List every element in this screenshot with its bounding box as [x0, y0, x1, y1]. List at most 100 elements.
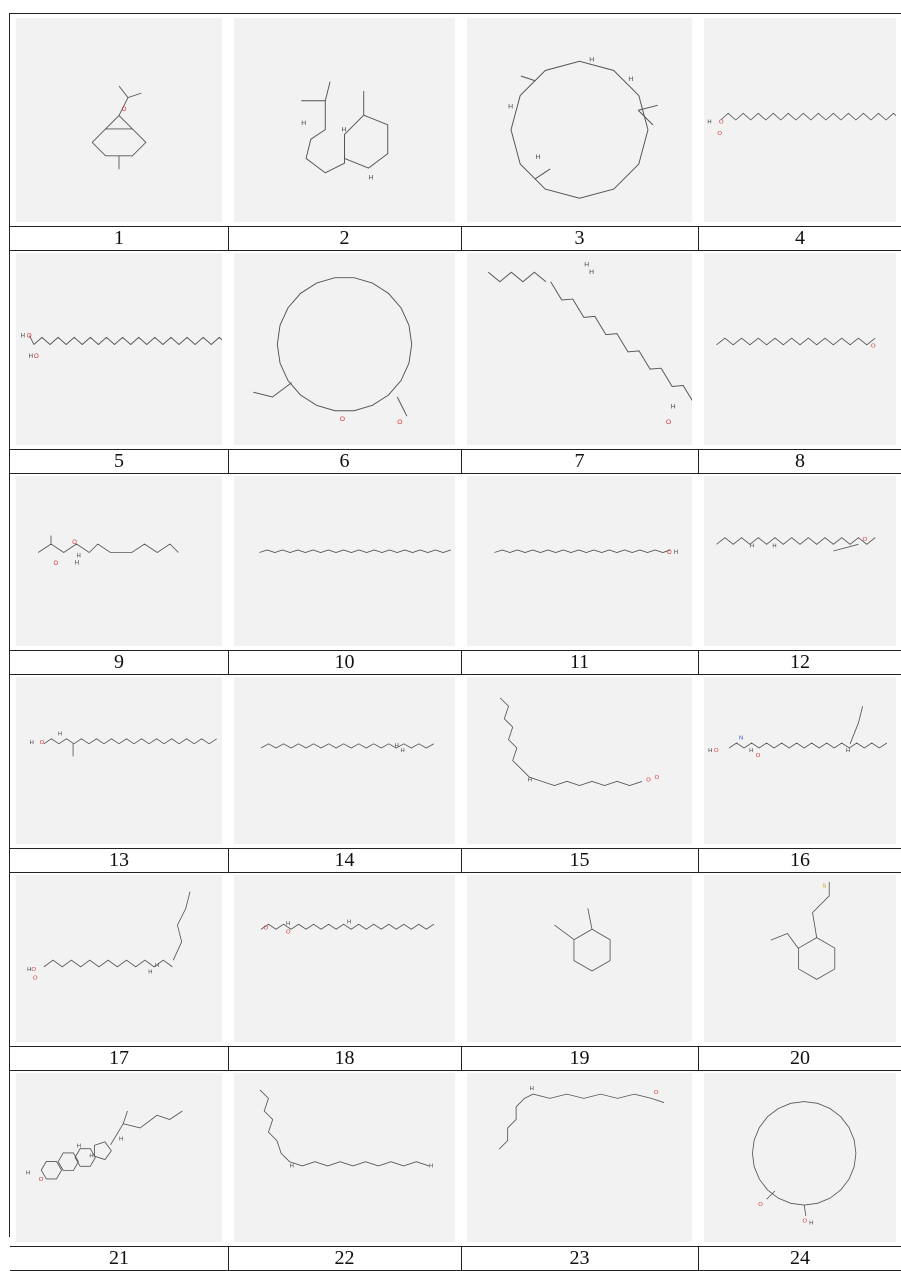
table-row: O O H H O H H H O 9 10 11 12 [10, 472, 901, 675]
atom-label: O [667, 550, 672, 556]
label-row: 21 22 23 24 [10, 1246, 901, 1271]
molecule-structure: H O H H H [26, 1110, 183, 1183]
molecule-structure: S [770, 881, 836, 980]
atom-label: H [301, 120, 306, 127]
atom-label: O [31, 967, 36, 973]
molecule-structure: H H H H [508, 56, 658, 199]
structure-image [234, 476, 455, 646]
atom-label: H [707, 119, 711, 125]
atom-label: O [714, 748, 719, 754]
atom-label: O [33, 975, 38, 981]
atom-label: H [508, 103, 513, 110]
column-divider [698, 651, 699, 674]
compound-number: 5 [114, 450, 124, 472]
atom-label: O [397, 419, 402, 426]
compound-number: 6 [339, 450, 350, 472]
atom-label: H [155, 963, 159, 969]
atom-label: H [528, 777, 532, 783]
atom-label: H [29, 353, 34, 360]
atom-label: H [628, 76, 633, 83]
compound-number: 13 [109, 849, 129, 871]
compound-number: 23 [569, 1247, 590, 1269]
molecule-structure [554, 908, 611, 972]
molecule-structure: H OH [30, 731, 217, 757]
molecule-structure: OO H [751, 1101, 857, 1226]
atom-label: H [674, 550, 678, 556]
compound-number: 18 [334, 1047, 355, 1069]
structure-image: H O H H H [16, 1073, 222, 1242]
atom-label: H [750, 544, 754, 550]
atom-label: H [429, 1164, 433, 1170]
compound-number: 2 [339, 227, 350, 249]
atom-label: H [148, 970, 152, 976]
atom-label: H [708, 748, 712, 754]
atom-label: H [589, 269, 594, 276]
atom-label: O [27, 332, 32, 339]
column-divider [228, 450, 229, 473]
compound-number: 8 [795, 450, 805, 472]
atom-label: O [264, 925, 269, 931]
compound-number: 11 [569, 651, 590, 673]
compound-number: 21 [109, 1247, 129, 1269]
atom-label: H [347, 919, 351, 925]
compound-number: 22 [334, 1247, 355, 1269]
table-row: H O H H H H H H O O O H 21 22 23 24 [10, 1069, 901, 1271]
atom-label: N [739, 736, 743, 742]
column-divider [228, 1247, 229, 1270]
atom-label: O [803, 1219, 808, 1225]
atom-label: H [395, 743, 399, 749]
atom-label: O [655, 775, 660, 781]
column-divider [461, 849, 462, 872]
label-row: 17 18 19 20 [10, 1046, 901, 1071]
atom-label: O [758, 1202, 763, 1208]
structure-image: O [16, 18, 222, 222]
atom-label: H [749, 748, 753, 754]
atom-label: H [75, 560, 79, 566]
column-divider [228, 1047, 229, 1070]
molecule-structure: H H H [301, 81, 389, 182]
table-row: H O H H H H O O H O N H O H 13 14 15 16 [10, 673, 901, 873]
atom-label: O [40, 740, 45, 746]
table-row: H O O H H O O H H S 17 18 19 20 [10, 871, 901, 1071]
column-divider [698, 849, 699, 872]
atom-label: H [58, 731, 62, 737]
atom-label: O [719, 119, 724, 125]
compound-number: 16 [790, 849, 810, 871]
atom-label: H [20, 332, 25, 339]
compound-number: 20 [790, 1047, 810, 1069]
atom-label: O [286, 929, 291, 935]
compound-number: 4 [795, 227, 805, 249]
compound-number: 19 [569, 1047, 590, 1069]
column-divider [228, 227, 229, 250]
atom-label: O [122, 106, 127, 113]
atom-label: H [535, 154, 540, 161]
molecule-structure: H H O [716, 537, 876, 552]
molecule-structure [259, 549, 451, 553]
atom-label: O [34, 353, 39, 360]
label-row: 1 2 3 4 [10, 226, 901, 251]
compound-number: 9 [114, 651, 124, 673]
molecule-structure: O [716, 337, 876, 349]
atom-label: H [846, 748, 850, 754]
column-divider [698, 1047, 699, 1070]
compound-number: 7 [574, 450, 585, 472]
atom-label: H [27, 967, 31, 973]
column-divider [461, 651, 462, 674]
